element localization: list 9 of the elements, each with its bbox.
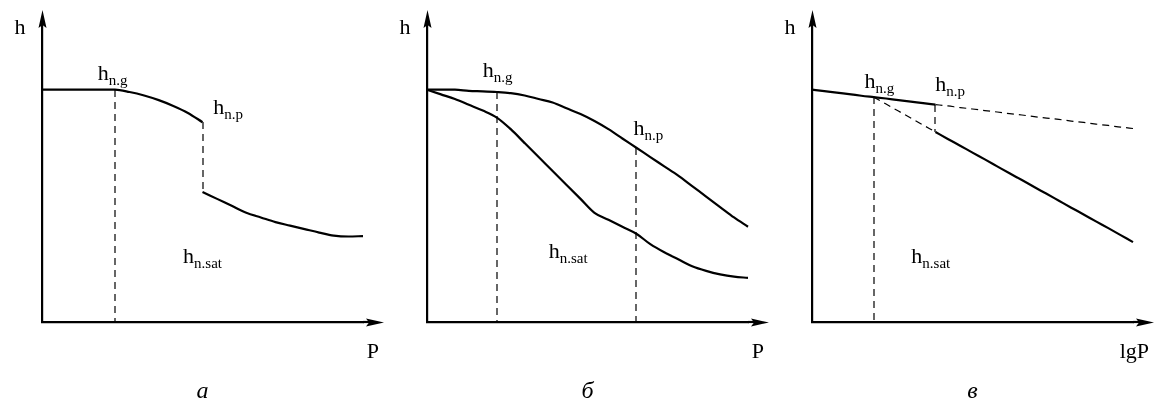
- x-axis-title: lgP: [1119, 338, 1150, 363]
- y-axis-title: h: [14, 14, 26, 39]
- text: в: [967, 376, 978, 403]
- text: б: [581, 376, 595, 403]
- y-axis-title: h: [399, 14, 411, 39]
- x-axis-title: P: [751, 338, 765, 363]
- y-axis-title: h: [784, 14, 796, 39]
- x-axis-title: P: [366, 338, 380, 363]
- text: а: [196, 376, 209, 403]
